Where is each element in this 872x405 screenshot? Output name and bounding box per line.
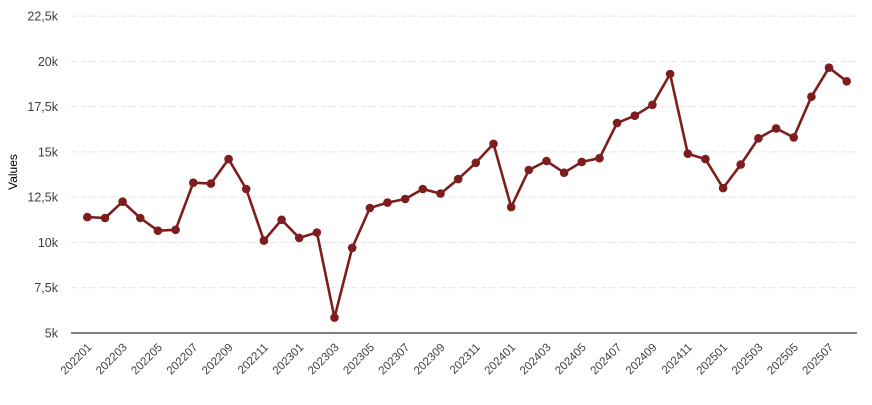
x-axis-tick-label: 202301 <box>271 342 307 378</box>
data-point-marker[interactable] <box>241 184 251 194</box>
data-point-marker[interactable] <box>171 225 180 235</box>
data-point-marker[interactable] <box>754 134 763 143</box>
data-point-marker[interactable] <box>789 133 798 142</box>
data-point-marker[interactable] <box>701 154 710 164</box>
x-axis-tick-label: 202307 <box>377 342 413 378</box>
data-point-marker[interactable] <box>577 157 587 167</box>
x-axis-tick-label: 202501 <box>695 342 731 378</box>
y-axis-tick-label: 20k <box>38 55 59 69</box>
data-point-marker[interactable] <box>559 168 569 177</box>
data-point-marker[interactable] <box>436 189 445 198</box>
x-axis-tick-label: 202209 <box>200 342 236 378</box>
data-point-marker[interactable] <box>330 313 339 322</box>
data-point-marker[interactable] <box>365 203 375 213</box>
data-point-marker[interactable] <box>277 215 286 225</box>
x-axis-tick-label: 202305 <box>341 342 377 378</box>
data-point-marker[interactable] <box>383 198 392 207</box>
x-axis-tick-label: 202303 <box>306 342 342 378</box>
x-axis-tick-label: 202403 <box>518 342 554 378</box>
data-point-marker[interactable] <box>612 118 622 128</box>
y-axis-title: Values <box>6 154 20 190</box>
y-axis-tick-label: 15k <box>38 145 59 159</box>
data-point-marker[interactable] <box>83 212 92 222</box>
series-layer <box>83 63 851 322</box>
y-axis-tick-label: 10k <box>38 236 59 250</box>
x-axis-tick-label: 202201 <box>59 342 95 378</box>
y-axis-tick-label: 17,5k <box>27 100 58 114</box>
data-point-marker[interactable] <box>259 236 269 245</box>
data-point-marker[interactable] <box>824 63 834 72</box>
series-line <box>86 66 848 319</box>
data-point-marker[interactable] <box>595 153 604 163</box>
data-point-marker[interactable] <box>471 158 481 168</box>
x-axis-tick-label: 202203 <box>94 342 130 378</box>
data-point-marker[interactable] <box>206 179 216 188</box>
y-axis-tick-label: 7,5k <box>34 281 58 295</box>
data-point-marker[interactable] <box>683 149 693 158</box>
data-point-marker[interactable] <box>524 165 534 175</box>
x-axis-tick-label: 202505 <box>765 342 801 378</box>
data-point-marker[interactable] <box>100 213 110 223</box>
data-point-marker[interactable] <box>136 213 145 223</box>
gridline-layer <box>71 15 857 334</box>
data-point-marker[interactable] <box>718 183 728 193</box>
data-point-marker[interactable] <box>842 77 851 86</box>
x-axis-tick-label: 202409 <box>624 342 660 378</box>
y-axis-tick-label: 5k <box>45 327 59 341</box>
x-axis-tick-label: 202311 <box>448 342 483 377</box>
y-axis-tick-label: 22,5k <box>27 10 58 24</box>
x-axis-tick-label: 202411 <box>660 342 695 377</box>
data-point-marker[interactable] <box>630 111 640 120</box>
data-point-marker[interactable] <box>771 124 781 133</box>
data-point-marker[interactable] <box>153 226 163 235</box>
data-point-marker[interactable] <box>506 202 516 212</box>
data-point-marker[interactable] <box>312 228 322 237</box>
data-point-marker[interactable] <box>418 184 428 194</box>
data-point-marker[interactable] <box>807 92 816 101</box>
x-axis-tick-label: 202503 <box>730 342 766 378</box>
data-point-marker[interactable] <box>118 197 127 206</box>
data-point-marker[interactable] <box>347 243 357 253</box>
x-axis-tick-label: 202205 <box>129 342 165 378</box>
data-point-marker[interactable] <box>400 194 410 204</box>
data-point-marker[interactable] <box>453 174 463 184</box>
data-point-marker[interactable] <box>542 156 551 166</box>
x-axis-tick-label: 202207 <box>165 342 201 378</box>
x-axis-tick-label: 202401 <box>483 342 519 378</box>
x-axis-tick-label: 202211 <box>236 342 271 377</box>
data-point-marker[interactable] <box>648 100 657 110</box>
x-axis-tick-label: 202407 <box>589 342 625 378</box>
x-axis-tick-label: 202309 <box>412 342 448 378</box>
x-axis-tick-label: 202405 <box>553 342 589 378</box>
data-point-marker[interactable] <box>736 160 745 169</box>
y-axis-tick-label: 12,5k <box>27 191 58 205</box>
data-point-marker[interactable] <box>489 139 498 149</box>
data-point-marker[interactable] <box>224 154 233 164</box>
data-point-marker[interactable] <box>294 233 304 243</box>
data-point-marker[interactable] <box>665 69 675 79</box>
x-axis-tick-label: 202507 <box>801 342 837 378</box>
data-point-marker[interactable] <box>189 178 198 187</box>
